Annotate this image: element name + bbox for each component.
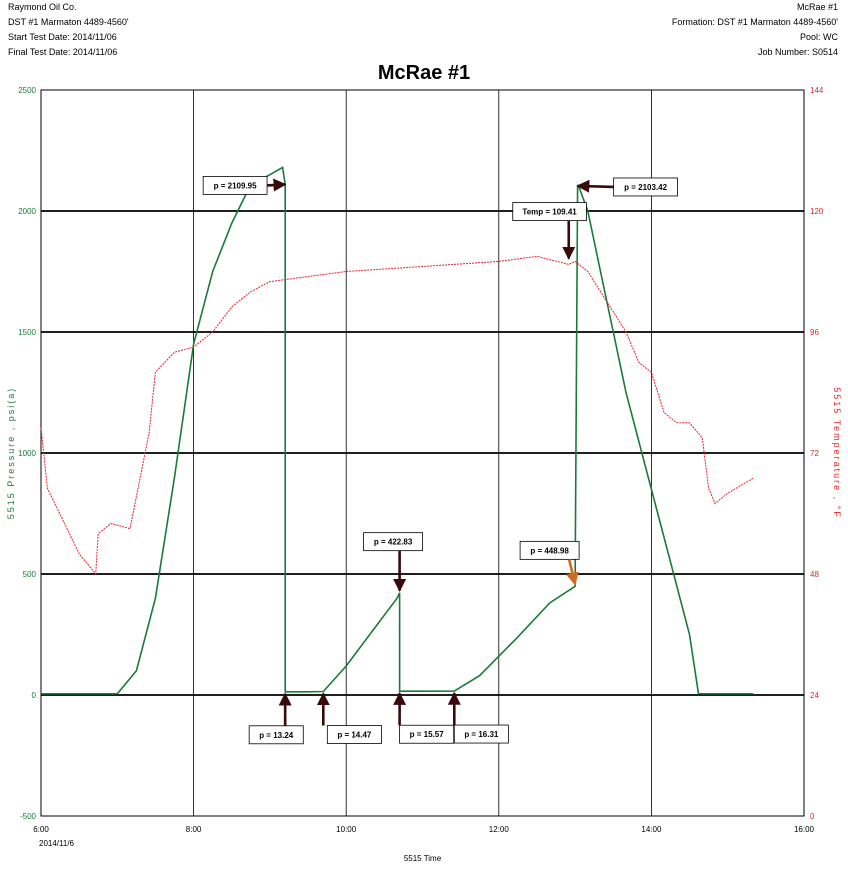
header-left: Raymond Oil Co. DST #1 Marmaton 4489-456… [8,0,129,60]
x-tick-label: 8:00 [186,825,202,834]
pool-info: Pool: WC [799,32,838,42]
y-left-tick-label: 500 [23,570,37,579]
annotation-label: p = 2103.42 [624,183,667,192]
header-right: McRae #1 Formation: DST #1 Marmaton 4489… [672,0,838,60]
annotation-box [519,540,580,560]
y-left-tick-label: 2500 [18,86,36,95]
y-left-tick-label: 1500 [18,328,36,337]
x-tick-label: 14:00 [641,825,662,834]
formation-info: Formation: DST #1 Marmaton 4489-4560' [671,17,838,27]
y-right-tick-label: 144 [810,86,824,95]
company-name: Raymond Oil Co. [8,2,77,12]
y-right-tick-label: 96 [810,328,819,337]
pressure-series-line [41,166,754,695]
annotation-label: Temp = 109.41 [522,208,577,217]
x-tick-label: 12:00 [489,825,510,834]
annotation-box [453,724,509,744]
annotation-label: p = 422.83 [374,538,413,547]
y-left-tick-label: 2000 [18,207,36,216]
dst-info: DST #1 Marmaton 4489-4560' [8,17,129,27]
annotation-label: p = 16.31 [464,730,499,739]
annotation-label: p = 13.24 [259,731,294,740]
final-date: Final Test Date: 2014/11/06 [8,47,118,57]
annotation-box [399,724,455,744]
x-tick-label: 6:00 [33,825,49,834]
y-left-axis-label: 5515 Pressure , psi(a) [6,387,16,520]
x-tick-label: 10:00 [336,825,357,834]
annotation-box [326,725,382,744]
x-axis-label: 5515 Time [404,854,442,863]
chart-title: McRae #1 [377,62,471,84]
annotation-arrow [576,179,614,193]
y-right-tick-label: 24 [810,691,819,700]
annotation-box [363,532,424,552]
well-name: McRae #1 [796,2,838,12]
annotation-arrow [566,559,579,586]
y-right-axis-label: 5515 Temperature , °F [832,387,842,518]
annotation-label: p = 448.98 [530,546,569,555]
y-right-tick-label: 120 [810,207,824,216]
annotation-label: p = 2109.95 [214,181,257,190]
y-left-tick-label: 0 [32,691,37,700]
annotation-label: p = 14.47 [337,730,372,739]
y-left-tick-label: 1000 [18,449,36,458]
start-date: Start Test Date: 2014/11/06 [8,32,117,42]
y-right-tick-label: 48 [810,570,819,579]
temperature-series-line [40,255,754,576]
y-right-tick-label: 0 [810,812,815,821]
x-tick-label: 16:00 [794,825,815,834]
y-left-tick-label: -500 [20,812,37,821]
annotation-box [248,725,304,745]
job-number: Job Number: S0514 [757,47,838,57]
annotation-arrow [266,178,287,192]
annotation-label: p = 15.57 [410,730,445,739]
y-right-tick-label: 72 [810,449,819,458]
x-date-label: 2014/11/6 [39,839,75,848]
annotation-box [512,202,587,222]
